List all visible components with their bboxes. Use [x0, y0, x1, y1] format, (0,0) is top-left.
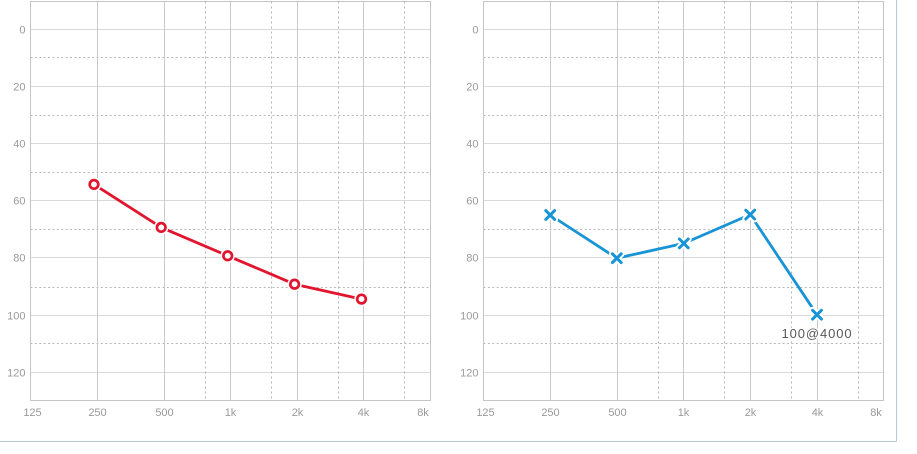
- svg-text:125: 125: [23, 407, 41, 419]
- svg-text:20: 20: [13, 81, 25, 93]
- svg-text:4k: 4k: [358, 407, 370, 419]
- svg-text:125: 125: [476, 407, 494, 419]
- svg-text:100: 100: [460, 310, 478, 322]
- svg-text:100@4000: 100@4000: [781, 326, 852, 341]
- svg-text:120: 120: [7, 367, 25, 379]
- svg-text:60: 60: [13, 195, 25, 207]
- svg-text:250: 250: [88, 407, 106, 419]
- svg-text:4k: 4k: [812, 407, 824, 419]
- svg-text:120: 120: [460, 367, 478, 379]
- svg-text:8k: 8k: [870, 407, 882, 419]
- svg-text:40: 40: [13, 138, 25, 150]
- svg-text:20: 20: [466, 81, 478, 93]
- svg-text:80: 80: [13, 252, 25, 264]
- svg-text:1k: 1k: [225, 407, 237, 419]
- svg-text:40: 40: [466, 138, 478, 150]
- svg-text:100@4000: 100@4000: [781, 326, 852, 341]
- svg-text:500: 500: [608, 407, 626, 419]
- svg-text:500: 500: [155, 407, 173, 419]
- svg-text:1k: 1k: [678, 407, 690, 419]
- svg-text:60: 60: [466, 195, 478, 207]
- svg-text:100: 100: [7, 310, 25, 322]
- svg-text:8k: 8k: [417, 407, 429, 419]
- svg-text:0: 0: [472, 24, 478, 36]
- svg-text:80: 80: [466, 252, 478, 264]
- svg-text:250: 250: [541, 407, 559, 419]
- svg-text:2k: 2k: [745, 407, 757, 419]
- svg-text:2k: 2k: [292, 407, 304, 419]
- svg-text:0: 0: [19, 24, 25, 36]
